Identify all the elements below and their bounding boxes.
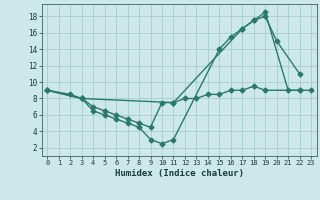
X-axis label: Humidex (Indice chaleur): Humidex (Indice chaleur)	[115, 169, 244, 178]
